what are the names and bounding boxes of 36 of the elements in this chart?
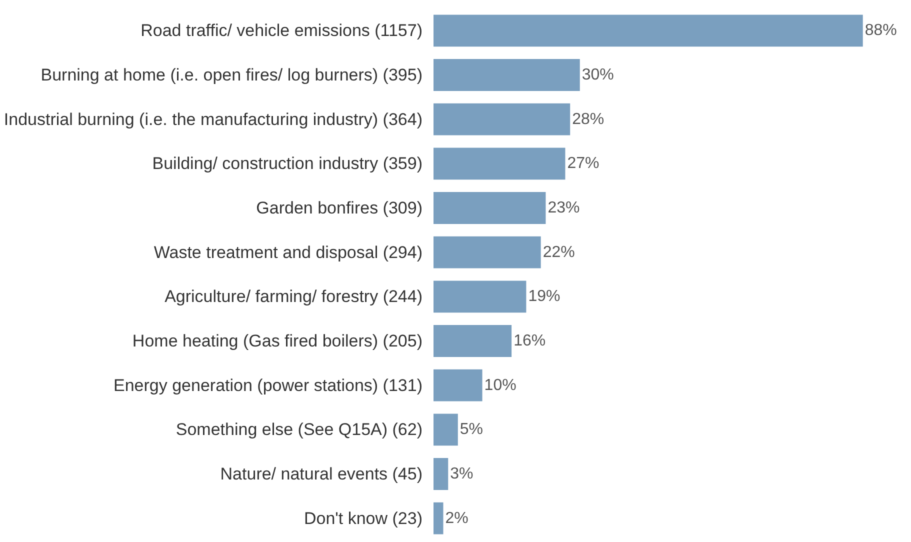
y-tick-label: Burning at home (i.e. open fires/ log burners) (395)	[40, 66, 423, 84]
bar	[434, 236, 541, 268]
data-label: 22%	[542, 244, 575, 261]
y-tick-label: Waste treatment and disposal (294)	[154, 242, 422, 262]
y-tick-label: Garden bonfires (309)	[256, 198, 423, 218]
y-tick-label: Road traffic/ vehicle emissions (1157)	[140, 21, 423, 40]
data-label: 88%	[864, 22, 897, 40]
data-label: 28%	[572, 110, 604, 128]
bar	[434, 14, 863, 47]
y-tick-label: Industrial burning (i.e. the manufacturing industry) (364)	[4, 110, 423, 129]
data-label: 5%	[460, 421, 484, 438]
bar	[434, 369, 482, 402]
bar	[434, 458, 448, 490]
data-label: 23%	[548, 200, 580, 216]
y-tick-label: Something else (See Q15A) (62)	[176, 420, 422, 440]
y-tick-label: Energy generation (power stations) (131)	[114, 376, 423, 395]
data-label: 16%	[514, 332, 546, 350]
bar	[434, 103, 570, 136]
y-tick-label: Agriculture/ farming/ forestry (244)	[164, 287, 422, 306]
y-tick-label: Building/ construction industry (359)	[152, 154, 422, 174]
data-label: 2%	[445, 510, 468, 527]
bar	[434, 59, 580, 91]
data-label: 27%	[567, 155, 600, 172]
bar	[434, 414, 458, 446]
y-tick-label: Home heating (Gas fired boilers) (205)	[132, 332, 423, 350]
bar	[434, 502, 444, 534]
data-label: 3%	[450, 466, 474, 482]
data-label: 10%	[484, 376, 516, 394]
y-tick-label: Nature/ natural events (45)	[220, 464, 423, 484]
bar	[434, 280, 526, 313]
bar	[434, 148, 566, 180]
data-label: 19%	[528, 288, 560, 306]
bar	[434, 192, 546, 224]
bar	[434, 325, 512, 357]
y-tick-label: Don't know (23)	[304, 508, 423, 528]
data-label: 30%	[582, 66, 614, 84]
